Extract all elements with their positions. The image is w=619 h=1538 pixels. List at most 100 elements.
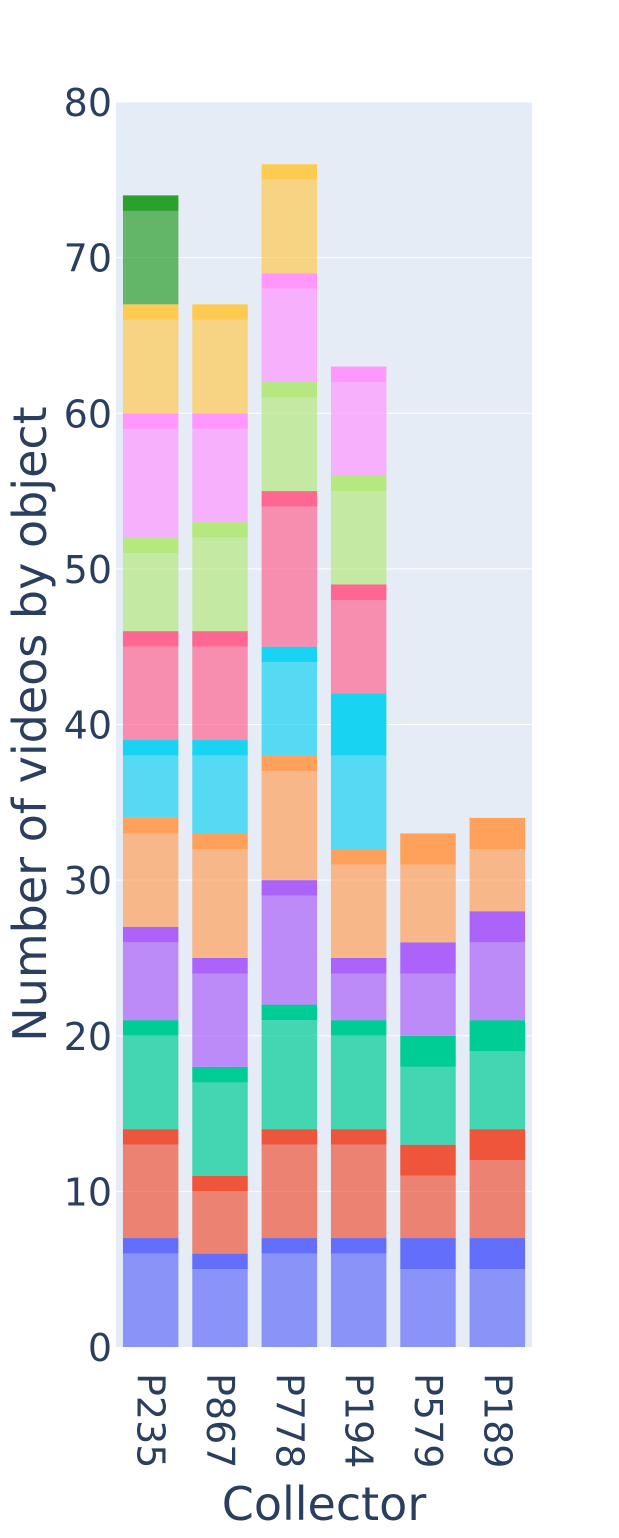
y-tick-label: 70 [64, 237, 112, 281]
bar-segment-p778-4 [261, 1020, 318, 1130]
bar-segment-p235-16 [122, 428, 179, 538]
bar-segment-p194-8 [330, 864, 387, 958]
bar-segment-p867-1 [192, 1253, 248, 1270]
bar-segment-p778-3 [261, 1129, 318, 1145]
bar-segment-p579-0 [400, 1269, 456, 1347]
bar-segment-p235-20 [122, 210, 179, 305]
bar-segment-p235-14 [122, 553, 179, 632]
bar-segment-p235-19 [122, 304, 179, 320]
bar-segment-p867-9 [192, 833, 248, 849]
bars [122, 164, 526, 1347]
bar-segment-p189-7 [469, 911, 526, 943]
y-tick-label: 20 [64, 1015, 112, 1059]
bar-segment-p867-7 [192, 957, 248, 974]
bar-segment-p778-14 [261, 397, 318, 492]
bar-segment-p778-13 [261, 491, 318, 507]
bar-segment-p194-16 [330, 382, 387, 476]
bar-segment-p235-1 [122, 1238, 179, 1254]
bar-segment-p867-0 [192, 1269, 248, 1347]
bar-segment-p778-7 [261, 880, 318, 896]
bar-segment-p867-6 [192, 973, 248, 1067]
bar-segment-p194-12 [330, 600, 387, 694]
bar-segment-p194-9 [330, 849, 387, 865]
bar-segment-p189-2 [469, 1160, 526, 1239]
bar-segment-p189-1 [469, 1238, 526, 1270]
bar-segment-p579-5 [400, 1035, 456, 1067]
bar-segment-p867-16 [192, 428, 248, 523]
y-tick-label: 30 [64, 859, 112, 903]
bar-segment-p778-11 [261, 646, 318, 663]
bar-segment-p867-13 [192, 631, 248, 647]
bar-segment-p579-3 [400, 1144, 456, 1176]
bar-segment-p189-5 [469, 1020, 526, 1052]
bar-segment-p189-3 [469, 1129, 526, 1161]
bar-segment-p579-9 [400, 833, 456, 865]
x-tick-label: P194 [337, 1373, 381, 1468]
bar-segment-p235-21 [122, 195, 179, 211]
bar-segment-p867-12 [192, 646, 248, 741]
bar-segment-p579-4 [400, 1066, 456, 1145]
bar-segment-p778-2 [261, 1144, 318, 1239]
y-tick-label: 10 [64, 1170, 112, 1214]
bar-segment-p778-16 [261, 288, 318, 383]
bar-segment-p235-10 [122, 755, 179, 818]
x-tick-label: P579 [406, 1373, 450, 1468]
bar-segment-p579-6 [400, 973, 456, 1036]
bar-segment-p235-8 [122, 833, 179, 927]
y-tick-label: 0 [88, 1326, 112, 1370]
bar-segment-p235-4 [122, 1035, 179, 1130]
bar-segment-p235-11 [122, 740, 179, 756]
bar-segment-p778-19 [261, 164, 318, 180]
bar-segment-p194-15 [330, 475, 387, 492]
bar-segment-p867-18 [192, 319, 248, 414]
bar-segment-p235-9 [122, 817, 179, 834]
bar-segment-p778-9 [261, 755, 318, 772]
x-tick-label: P235 [129, 1373, 173, 1468]
bar-segment-p194-14 [330, 491, 387, 585]
bar-segment-p778-17 [261, 273, 318, 289]
bar-segment-p235-3 [122, 1129, 179, 1145]
bar-segment-p579-7 [400, 942, 456, 974]
bar-segment-p778-8 [261, 771, 318, 881]
bar-segment-p867-19 [192, 304, 248, 320]
bar-segment-p235-15 [122, 537, 179, 554]
bar-segment-p189-8 [469, 849, 526, 912]
y-tick-label: 80 [64, 81, 112, 125]
gridlines [116, 101, 532, 1192]
bar-segment-p867-10 [192, 755, 248, 834]
bar-segment-p194-1 [330, 1238, 387, 1254]
bar-segment-p867-5 [192, 1066, 248, 1083]
y-tick-label: 60 [64, 392, 112, 436]
bar-segment-p194-5 [330, 1020, 387, 1036]
bar-segment-p867-11 [192, 740, 248, 756]
y-tick-labels: 0 10 20 30 40 50 60 70 80 [64, 81, 112, 1370]
bar-segment-p778-12 [261, 506, 318, 647]
bar-segment-p194-4 [330, 1035, 387, 1130]
x-tick-labels: P235 P867 P778 P194 P579 P189 [129, 1373, 520, 1468]
bar-segment-p235-5 [122, 1020, 179, 1036]
y-tick-label: 50 [64, 548, 112, 592]
x-tick-label: P778 [267, 1373, 311, 1468]
bar-segment-p778-15 [261, 382, 318, 398]
bar-segment-p867-15 [192, 522, 248, 538]
y-axis-title: Number of videos by object [3, 406, 57, 1041]
bar-segment-p867-8 [192, 849, 248, 958]
bar-segment-p235-12 [122, 646, 179, 741]
bar-segment-p235-2 [122, 1144, 179, 1239]
bar-segment-p867-3 [192, 1175, 248, 1192]
bar-segment-p778-6 [261, 895, 318, 1005]
bar-segment-p235-0 [122, 1253, 179, 1347]
bar-segment-p778-10 [261, 662, 318, 756]
bar-segment-p194-10 [330, 755, 387, 849]
bar-segment-p579-8 [400, 864, 456, 943]
bar-segment-p867-14 [192, 537, 248, 632]
bar-segment-p778-18 [261, 179, 318, 274]
bar-segment-p194-0 [330, 1253, 387, 1347]
bar-segment-p778-0 [261, 1253, 318, 1347]
bar-segment-p189-6 [469, 942, 526, 1021]
bar-segment-p194-3 [330, 1129, 387, 1145]
bar-segment-p194-17 [330, 366, 387, 383]
bar-segment-p194-7 [330, 957, 387, 974]
bar-segment-p235-17 [122, 413, 179, 429]
